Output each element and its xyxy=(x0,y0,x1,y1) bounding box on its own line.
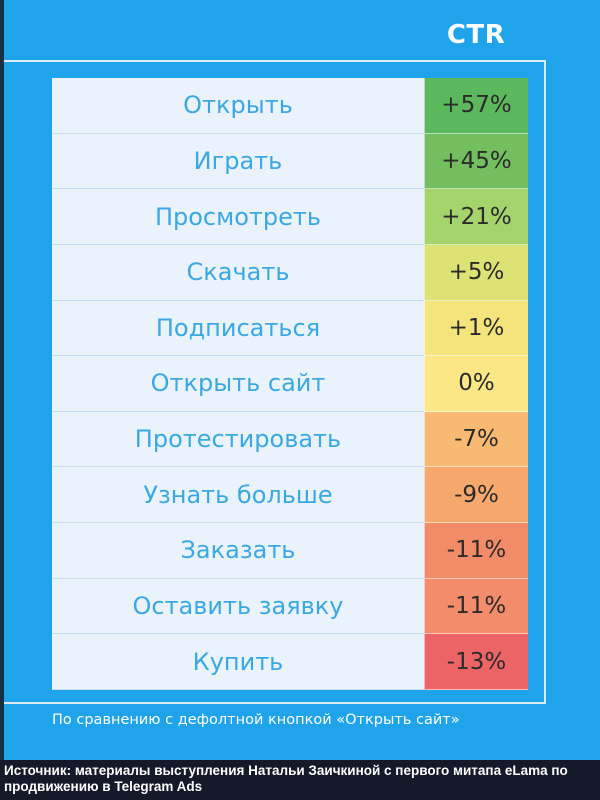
table-row: Заказать -11% xyxy=(52,523,528,579)
table-row: Скачать +5% xyxy=(52,244,528,301)
table-row: Открыть сайт 0% xyxy=(52,356,528,412)
ctr-value-cell: -11% xyxy=(424,523,528,579)
ctr-value-cell: -7% xyxy=(424,411,528,468)
ctr-table: Открыть +57% Играть +45% Просмотреть +21% Скач… xyxy=(52,78,528,690)
ctr-value-cell: +45% xyxy=(424,133,528,190)
table-row: Играть +45% xyxy=(52,133,528,190)
table-row: Открыть +57% xyxy=(52,78,528,134)
button-text-label: Оставить заявку xyxy=(52,578,424,635)
ctr-value-cell: +5% xyxy=(424,244,528,301)
table-row: Просмотреть +21% xyxy=(52,189,528,245)
left-edge-strip xyxy=(0,0,4,760)
ctr-value-cell: -13% xyxy=(424,634,528,690)
table-row: Протестировать -7% xyxy=(52,411,528,468)
ctr-value-cell: +57% xyxy=(424,78,528,134)
comparison-footnote: По сравнению с дефолтной кнопкой «Открыт… xyxy=(52,712,460,728)
button-text-label: Узнать больше xyxy=(52,467,424,524)
button-text-label: Открыть xyxy=(52,78,424,134)
ctr-value-cell: -9% xyxy=(424,467,528,524)
button-text-label: Открыть сайт xyxy=(52,356,424,412)
ctr-value-cell: +21% xyxy=(424,189,528,245)
table-row: Подписаться +1% xyxy=(52,300,528,357)
table-row: Купить -13% xyxy=(52,634,528,690)
button-text-label: Просмотреть xyxy=(52,189,424,245)
button-text-label: Протестировать xyxy=(52,411,424,468)
button-text-label: Купить xyxy=(52,634,424,690)
ctr-value-cell: 0% xyxy=(424,356,528,412)
button-text-label: Заказать xyxy=(52,523,424,579)
ctr-value-cell: -11% xyxy=(424,578,528,635)
source-caption-bar: Источник: материалы выступления Натальи … xyxy=(0,760,600,800)
button-text-label: Скачать xyxy=(52,244,424,301)
button-text-label: Подписаться xyxy=(52,300,424,357)
ctr-column-header: CTR xyxy=(446,20,506,50)
ctr-value-cell: +1% xyxy=(424,300,528,357)
table-frame xyxy=(4,60,546,704)
table-row: Узнать больше -9% xyxy=(52,467,528,524)
table-row: Оставить заявку -11% xyxy=(52,578,528,635)
button-text-label: Играть xyxy=(52,133,424,190)
source-caption: Источник: материалы выступления Натальи … xyxy=(4,763,568,794)
